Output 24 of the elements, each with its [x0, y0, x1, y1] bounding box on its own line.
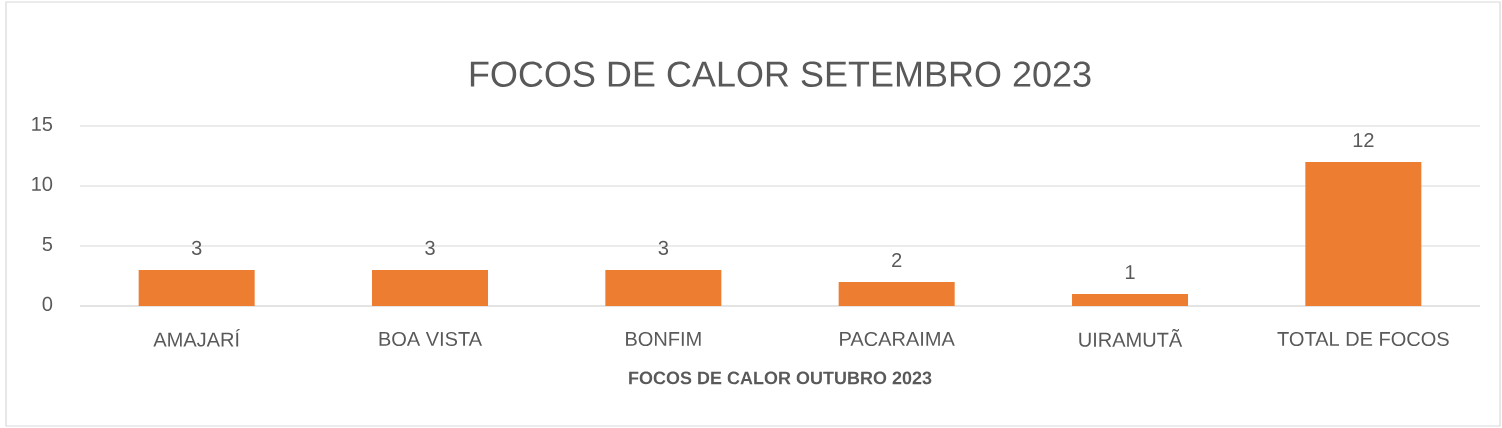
chart-title: FOCOS DE CALOR SETEMBRO 2023 [470, 61, 1091, 87]
data-label: 1 [1125, 265, 1135, 279]
y-tick-label: 0 [42, 296, 53, 311]
bar [838, 282, 955, 306]
y-tick-label: 5 [42, 237, 53, 251]
x-tick-label: AMAJARÍ [153, 329, 240, 347]
bar [1305, 162, 1422, 306]
bar [138, 270, 255, 306]
bar [605, 270, 722, 306]
x-tick-label: BOA VISTA [379, 331, 483, 347]
x-tick-label: TOTAL DE FOCOS [1277, 331, 1449, 347]
bar [1072, 294, 1189, 306]
x-tick-label: BONFIM [626, 331, 701, 347]
data-label: 3 [191, 240, 202, 255]
data-label: 3 [658, 240, 669, 255]
bar [372, 270, 489, 306]
x-tick-label: UIRAMUTÃ [1079, 329, 1183, 347]
data-label: 12 [1353, 132, 1374, 147]
data-label: 2 [892, 252, 902, 267]
x-axis-title: FOCOS DE CALOR OUTUBRO 2023 [629, 371, 932, 385]
y-tick-label: 10 [32, 176, 53, 191]
x-tick-label: PACARAIMA [840, 331, 955, 347]
y-tick-label: 15 [32, 117, 53, 131]
data-label: 3 [425, 240, 435, 255]
